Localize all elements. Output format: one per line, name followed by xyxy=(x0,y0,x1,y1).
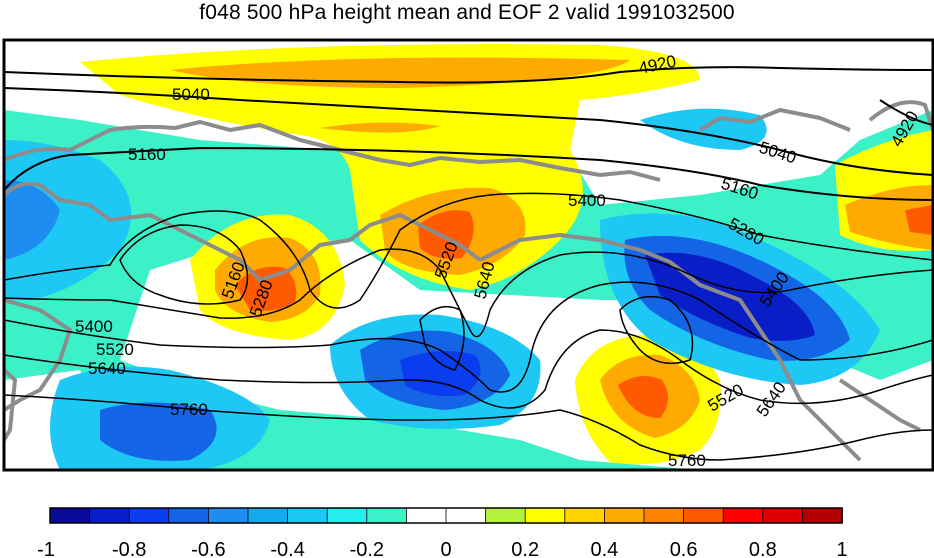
colorbar-frame xyxy=(49,507,843,524)
colorbar-cell xyxy=(405,507,447,524)
colorbar-cell xyxy=(49,507,91,524)
colorbar xyxy=(49,507,843,524)
coastline-west-lobe xyxy=(4,298,72,412)
coastline-ne-islands xyxy=(698,108,851,132)
colorbar-cell xyxy=(564,507,606,524)
coastline-arctic-islands xyxy=(379,156,661,182)
colorbar-cell xyxy=(89,507,130,524)
map-frame xyxy=(2,38,934,472)
coastline-north-west xyxy=(4,120,381,162)
contour-label: 5400 xyxy=(75,317,113,336)
colorbar-cell xyxy=(287,507,329,524)
red-west-blob xyxy=(235,266,297,311)
contour-5160 xyxy=(4,147,933,201)
contour-label: 5520 xyxy=(96,340,134,359)
darkblue-central-region xyxy=(400,351,481,397)
colorbar-cell xyxy=(128,507,170,524)
contour-label: 5400 xyxy=(568,191,606,210)
contour-label: 5640 xyxy=(88,359,126,378)
colorbar-tick-label: 0.4 xyxy=(590,539,618,558)
colorbar-tick-label: 0 xyxy=(440,539,451,558)
contour-5280 xyxy=(4,192,933,309)
contour-4920 xyxy=(4,66,933,84)
orange-north-small xyxy=(320,122,440,133)
colorbar-cell xyxy=(168,507,210,524)
blue-west-region xyxy=(4,140,132,300)
colorbar-tick-label: -0.8 xyxy=(112,539,146,558)
colorbar-cell xyxy=(802,507,843,524)
colorbar-tick-label: 0.6 xyxy=(670,539,698,558)
coastline-central xyxy=(4,181,482,282)
colorbar-cell xyxy=(485,507,527,524)
coastline-ne-loop xyxy=(868,100,933,131)
contour-5760 xyxy=(4,394,933,461)
colorbar-tick-label: 0.2 xyxy=(511,539,539,558)
colorbar-cell xyxy=(643,507,685,524)
colorbar-tick-label: 1 xyxy=(836,539,847,558)
contour-label: 5040 xyxy=(172,85,210,104)
colorbar-cell xyxy=(366,507,408,524)
contour-4920-east xyxy=(879,99,933,126)
red-south-blob xyxy=(618,376,669,418)
colorbar-tick-label: -0.4 xyxy=(270,539,304,558)
colorbar-cell xyxy=(722,507,764,524)
darkblue-sw-region xyxy=(100,402,217,461)
darkblue-west-region xyxy=(4,180,60,260)
colorbar-tick-label: -1 xyxy=(37,539,55,558)
contour-5520 xyxy=(4,281,933,393)
colorbar-cell xyxy=(207,507,249,524)
contour-inner-loop-a xyxy=(119,224,249,305)
contour-label: 5760 xyxy=(170,400,208,419)
coastline-se-islands xyxy=(838,378,921,432)
colorbar-tick-label: -0.6 xyxy=(191,539,225,558)
coastline-east-asia-coast xyxy=(479,233,862,462)
colorbar-cell xyxy=(762,507,804,524)
colorbar-cell xyxy=(524,507,566,524)
contour-label: 5760 xyxy=(668,451,706,470)
yellow-north xyxy=(80,44,700,291)
colorbar-tick-label: 0.8 xyxy=(749,539,777,558)
contour-5640 xyxy=(4,329,933,409)
colorbar-cell xyxy=(604,507,645,524)
colorbar-ticks: -1 -0.8 -0.6 -0.4 -0.2 0 0.2 0.4 0.6 0.8 1 xyxy=(37,539,847,558)
chart-title: f048 500 hPa height mean and EOF 2 valid… xyxy=(199,1,735,24)
orange-east-blob xyxy=(845,185,933,250)
colorbar-tick-label: -0.2 xyxy=(350,539,384,558)
colorbar-cell xyxy=(683,507,724,524)
contour-inner-loop-c xyxy=(619,295,694,365)
contour-inner-loop-b xyxy=(419,305,465,371)
colorbar-cell xyxy=(445,507,487,524)
colorbar-cell xyxy=(326,507,368,524)
contour-5040 xyxy=(4,87,933,176)
eof-shading xyxy=(4,40,933,470)
colorbar-cell xyxy=(247,507,289,524)
coastlines xyxy=(4,100,933,462)
red-east-blob xyxy=(905,205,933,235)
coastline-sw-peninsula xyxy=(4,368,17,442)
height-contours xyxy=(4,66,933,461)
contour-label: 5160 xyxy=(128,145,166,164)
